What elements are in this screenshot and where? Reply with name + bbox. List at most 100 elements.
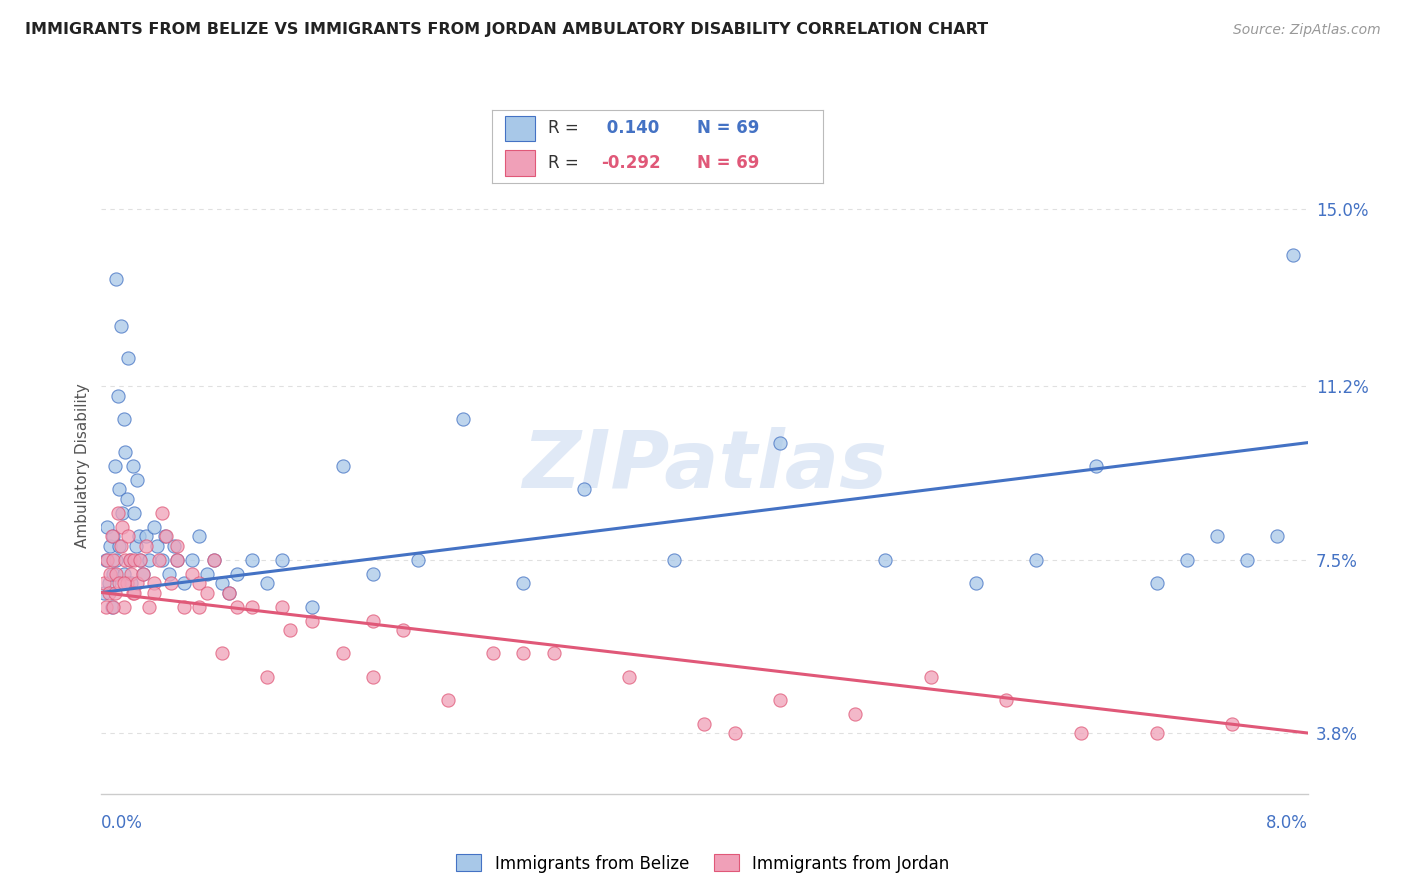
- Point: [104, 585, 127, 599]
- Point: [107, 389, 129, 403]
- Point: [1025, 552, 1047, 567]
- Point: [101, 529, 124, 543]
- Point: [361, 670, 384, 684]
- Text: N = 69: N = 69: [697, 120, 759, 137]
- Point: [105, 566, 128, 581]
- Point: [122, 585, 145, 599]
- Point: [124, 506, 146, 520]
- Point: [94, 599, 117, 614]
- Point: [108, 483, 131, 497]
- Point: [256, 670, 278, 684]
- Point: [150, 552, 173, 567]
- Point: [143, 520, 166, 534]
- Point: [769, 435, 792, 450]
- Text: Source: ZipAtlas.com: Source: ZipAtlas.com: [1233, 23, 1381, 37]
- Point: [105, 552, 128, 567]
- Point: [159, 576, 181, 591]
- Point: [112, 576, 135, 591]
- Point: [110, 318, 132, 333]
- Point: [162, 539, 184, 553]
- Point: [1267, 529, 1289, 543]
- Point: [127, 473, 149, 487]
- Point: [664, 552, 686, 567]
- Point: [965, 576, 987, 591]
- Point: [361, 614, 384, 628]
- Point: [1146, 726, 1168, 740]
- Point: [211, 646, 233, 660]
- Point: [103, 566, 125, 581]
- Text: 0.140: 0.140: [602, 120, 659, 137]
- Point: [572, 483, 595, 497]
- Point: [301, 614, 323, 628]
- Point: [94, 552, 117, 567]
- Point: [132, 566, 155, 581]
- Point: [180, 552, 202, 567]
- Point: [332, 646, 354, 660]
- Text: -0.292: -0.292: [602, 153, 661, 172]
- Point: [256, 576, 278, 591]
- Text: ZIPatlas: ZIPatlas: [522, 427, 887, 505]
- Point: [128, 529, 150, 543]
- Point: [301, 599, 323, 614]
- Point: [108, 576, 131, 591]
- Point: [166, 539, 188, 553]
- Point: [180, 566, 202, 581]
- Point: [1220, 716, 1243, 731]
- Point: [332, 458, 354, 473]
- Point: [124, 552, 146, 567]
- Point: [146, 539, 169, 553]
- Point: [1236, 552, 1258, 567]
- Point: [124, 585, 146, 599]
- Point: [875, 552, 897, 567]
- Point: [98, 566, 121, 581]
- Point: [995, 693, 1018, 707]
- Point: [482, 646, 505, 660]
- Point: [120, 566, 142, 581]
- Point: [118, 552, 141, 567]
- Bar: [505, 150, 536, 176]
- Point: [117, 351, 139, 366]
- Point: [138, 552, 160, 567]
- Point: [218, 585, 240, 599]
- Point: [195, 585, 218, 599]
- Point: [150, 506, 173, 520]
- Point: [202, 552, 225, 567]
- Point: [271, 552, 294, 567]
- Point: [188, 576, 211, 591]
- Point: [226, 566, 249, 581]
- Point: [104, 458, 127, 473]
- Point: [103, 552, 125, 567]
- Point: [512, 646, 534, 660]
- Point: [107, 506, 129, 520]
- Point: [166, 552, 188, 567]
- Point: [240, 599, 263, 614]
- Point: [96, 552, 118, 567]
- Point: [173, 599, 195, 614]
- Point: [188, 529, 211, 543]
- Point: [125, 539, 148, 553]
- Point: [166, 552, 188, 567]
- Point: [437, 693, 460, 707]
- Point: [103, 599, 125, 614]
- Point: [93, 576, 115, 591]
- Point: [271, 599, 294, 614]
- Point: [173, 576, 195, 591]
- Point: [1085, 458, 1108, 473]
- Point: [112, 599, 135, 614]
- Point: [114, 445, 136, 459]
- Point: [202, 552, 225, 567]
- Point: [111, 506, 134, 520]
- Point: [693, 716, 716, 731]
- Point: [132, 566, 155, 581]
- Point: [93, 585, 115, 599]
- Text: IMMIGRANTS FROM BELIZE VS IMMIGRANTS FROM JORDAN AMBULATORY DISABILITY CORRELATI: IMMIGRANTS FROM BELIZE VS IMMIGRANTS FRO…: [25, 22, 988, 37]
- Point: [391, 623, 415, 637]
- Point: [97, 576, 120, 591]
- Point: [1206, 529, 1229, 543]
- Text: R =: R =: [548, 153, 579, 172]
- Point: [844, 707, 866, 722]
- Point: [129, 552, 152, 567]
- Point: [211, 576, 233, 591]
- Point: [97, 585, 120, 599]
- Point: [135, 529, 157, 543]
